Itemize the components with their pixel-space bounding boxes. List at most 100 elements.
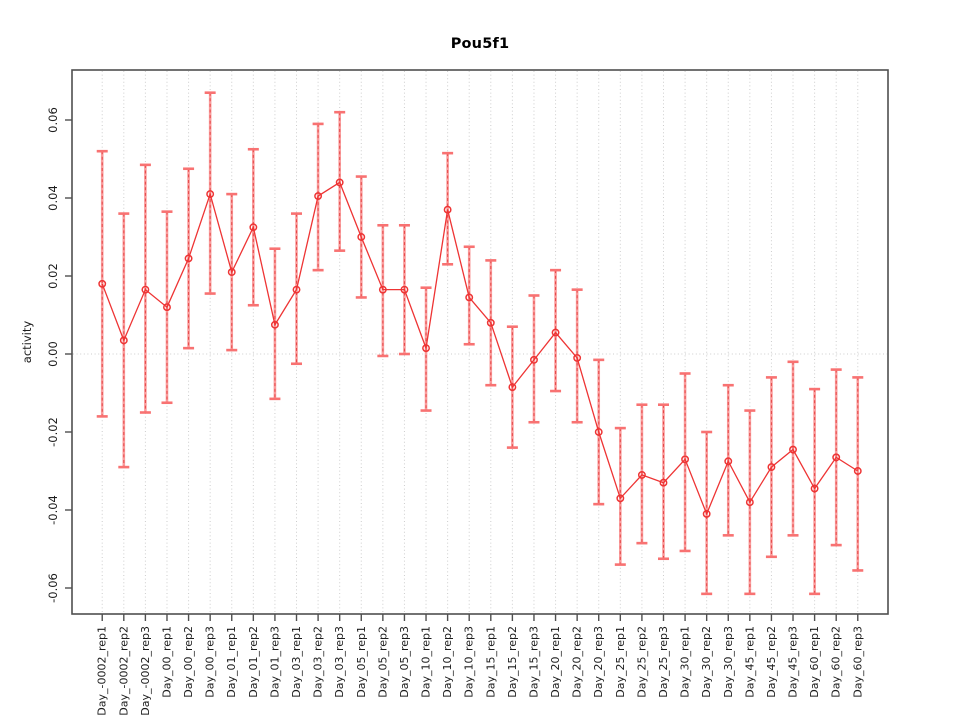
error-bar [550,268,562,393]
x-axis: Day_-0002_rep1 Day_-0002_rep2 Day_-0002_re… [96,614,864,716]
x-tick-label: Day_45_rep2 [765,626,778,698]
data-point [141,285,150,294]
x-tick-label: Day_10_rep2 [441,626,454,698]
error-bar [377,224,389,358]
error-bar [787,360,799,537]
data-points [98,178,862,518]
x-tick-label: Day_01_rep1 [225,626,238,698]
error-bar [571,288,583,424]
x-tick-label: Day_45_rep3 [787,626,800,698]
x-tick-label: Day_00_rep1 [160,626,173,698]
y-tick-label: 0.02 [46,263,60,289]
series-line [101,181,859,516]
error-bar [657,403,669,561]
data-point [724,457,733,466]
series-polyline [101,181,859,516]
data-point [637,470,646,479]
x-tick-label: Day_00_rep3 [204,626,217,698]
data-point [443,205,452,214]
data-point [270,320,279,329]
x-tick-label: Day_25_rep3 [657,626,670,698]
x-tick-label: Day_10_rep1 [420,626,433,698]
y-tick-label: 0.06 [46,107,60,133]
data-point [530,355,538,364]
data-point [227,268,236,277]
x-tick-label: Day_20_rep2 [571,626,584,698]
x-tick-label: Day_60_rep2 [830,626,843,698]
x-tick-label: Day_05_rep1 [355,626,368,698]
data-point [702,509,711,518]
x-tick-label: Day_03_rep1 [290,626,303,698]
x-tick-label: Day_00_rep2 [182,626,195,698]
data-point [292,285,301,294]
data-point [853,467,862,475]
x-tick-label: Day_-0002_rep2 [117,626,130,716]
data-point [659,478,668,487]
x-tick-label: Day_60_rep3 [851,626,864,698]
error-bar [636,403,648,545]
x-tick-label: Day_25_rep2 [635,626,648,698]
y-tick-label: -0.04 [46,495,60,525]
x-tick-label: Day_03_rep3 [333,626,346,698]
data-point [422,344,430,353]
plot-frame [71,69,889,615]
data-point [400,285,409,294]
data-point [119,336,128,345]
data-point [184,254,193,263]
x-tick-label: Day_10_rep3 [463,626,476,698]
data-point [508,383,517,392]
x-tick-label: Day_30_rep2 [700,626,713,698]
y-axis-title: activity [20,321,34,364]
data-point [616,494,625,503]
error-bar [334,110,346,252]
data-point [465,293,474,302]
error-bar [442,151,454,266]
data-point [681,455,690,464]
x-tick-label: Day_30_rep1 [679,626,692,698]
data-point [357,233,366,241]
data-point [163,303,171,312]
x-tick-label: Day_20_rep3 [592,626,605,698]
data-point [314,192,323,201]
x-tick-label: Day_15_rep2 [506,626,519,698]
y-tick-label: -0.02 [46,417,60,447]
data-point [789,445,797,454]
x-tick-label: Day_-0002_rep3 [139,626,152,716]
y-axis-title-group: activity [20,321,34,364]
data-point [98,279,107,288]
y-tick-label: 0.00 [46,341,60,367]
data-point [573,353,582,362]
x-tick-label: Day_05_rep3 [398,626,411,698]
data-point [551,328,560,337]
data-point [206,190,215,199]
x-tick-label: Day_05_rep2 [376,626,389,698]
data-point [594,428,603,436]
x-tick-label: Day_15_rep1 [484,626,497,698]
x-tick-label: Day_03_rep2 [312,626,325,698]
data-point [832,453,841,462]
x-tick-label: Day_30_rep3 [722,626,735,698]
x-tick-label: Day_-0002_rep1 [96,626,109,716]
chart-title: Pou5f1 [450,36,510,52]
x-tick-label: Day_01_rep3 [268,626,281,698]
data-point [486,318,495,327]
x-tick-label: Day_25_rep1 [614,626,627,698]
error-bars [96,91,864,596]
y-tick-label: 0.04 [46,185,60,211]
gridlines [73,71,887,613]
data-point [767,463,776,472]
y-tick-label: -0.06 [46,573,60,603]
y-axis: 0.06 0.04 0.02 0.00 -0.02 -0.04 -0.06 [46,107,72,603]
x-tick-label: Day_45_rep1 [743,626,756,698]
x-tick-label: Day_20_rep1 [549,626,562,698]
error-bar [139,163,151,414]
x-tick-label: Day_60_rep1 [808,626,821,698]
x-tick-label: Day_15_rep3 [527,626,540,698]
data-point [335,178,344,187]
data-point [810,484,819,493]
data-point [378,285,387,294]
plot-border [71,69,889,615]
x-tick-label: Day_01_rep2 [247,626,260,698]
